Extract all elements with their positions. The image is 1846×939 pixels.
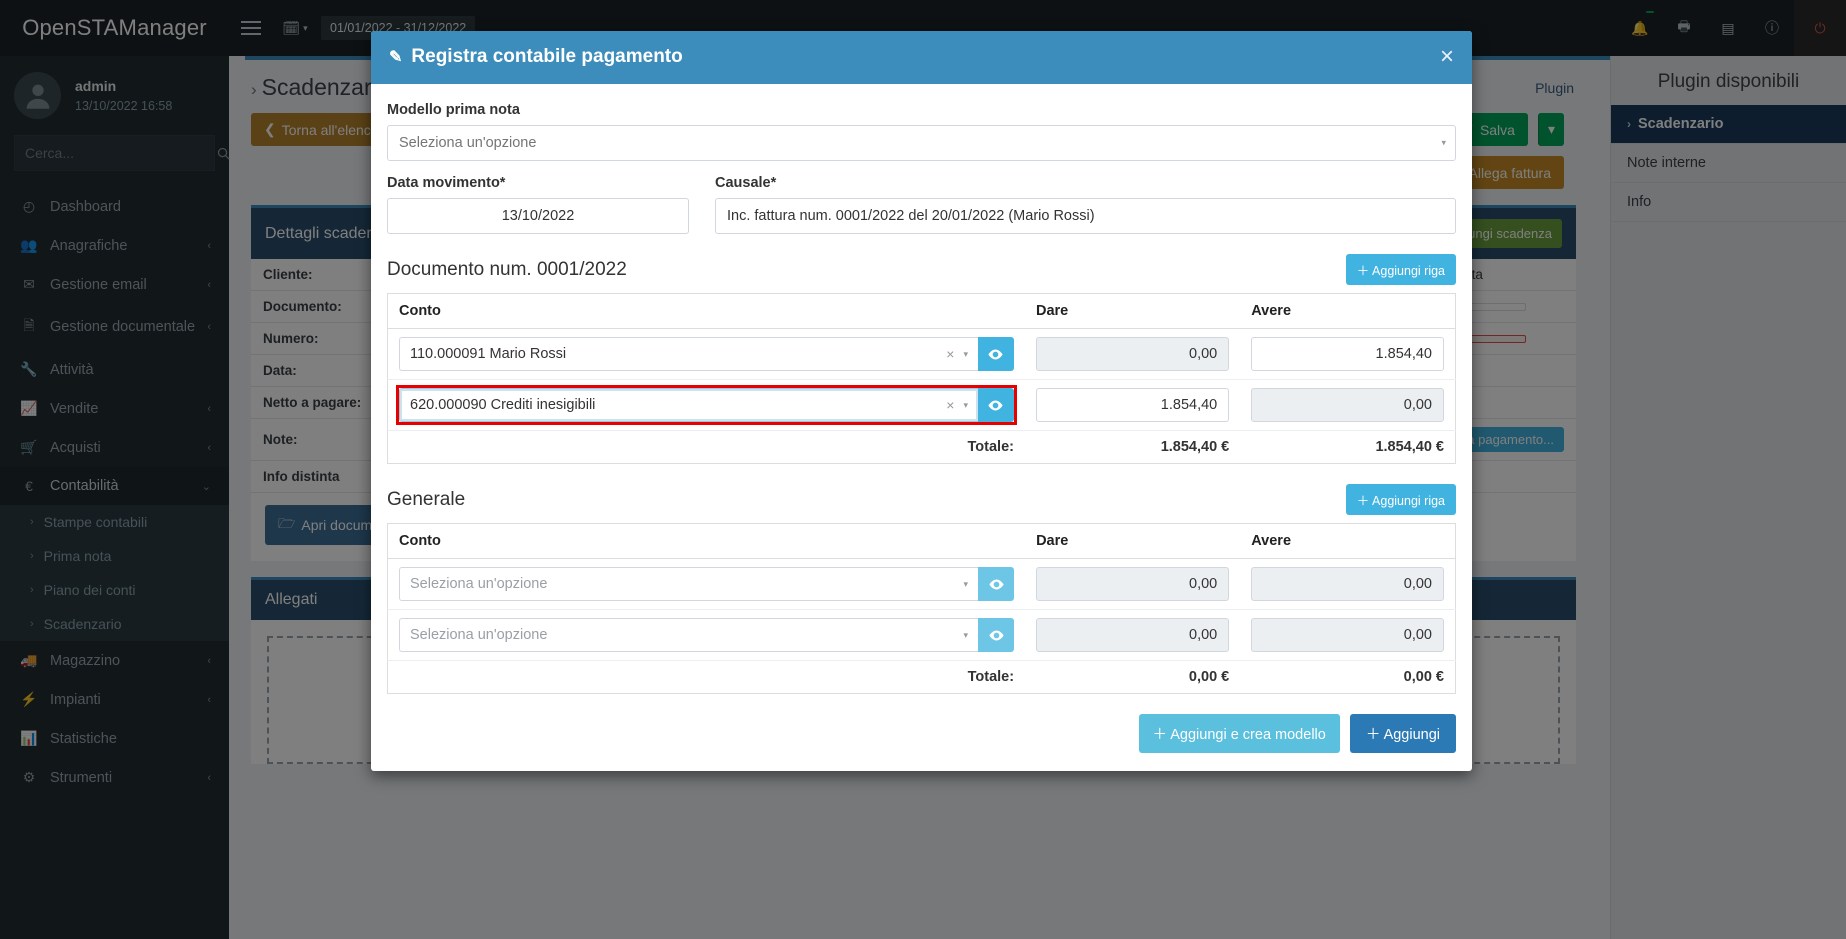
- modal-body: Modello prima nota ▾ Data movimento* Cau…: [371, 84, 1472, 700]
- avere-input-row-2[interactable]: [1251, 388, 1444, 422]
- eye-icon: [988, 579, 1004, 589]
- total-dare: 0,00 €: [1025, 660, 1241, 694]
- modal-header: ✎ Registra contabile pagamento ×: [371, 31, 1472, 84]
- registra-pagamento-modal: ✎ Registra contabile pagamento × Modello…: [371, 31, 1472, 771]
- data-movimento-label: Data movimento*: [387, 175, 506, 191]
- eye-icon: [988, 630, 1004, 640]
- data-movimento-group: Data movimento*: [387, 175, 689, 234]
- table-total-row: Totale: 0,00 € 0,00 €: [387, 660, 1456, 694]
- modello-label: Modello prima nota: [387, 102, 520, 118]
- data-movimento-input[interactable]: [387, 198, 689, 234]
- causale-input[interactable]: [715, 198, 1456, 234]
- clear-icon[interactable]: ×: [946, 397, 955, 413]
- avere-input-gen-row-2[interactable]: [1251, 618, 1444, 652]
- modal-title: ✎ Registra contabile pagamento: [389, 46, 683, 68]
- add-and-create-template-button[interactable]: ＋ Aggiungi e crea modello: [1138, 714, 1340, 753]
- table-row: Seleziona un'opzione ▾: [387, 609, 1456, 661]
- table-header-row: Conto Dare Avere: [387, 293, 1456, 329]
- close-icon[interactable]: ×: [1439, 43, 1454, 70]
- causale-label: Causale*: [715, 175, 777, 191]
- plus-icon: ＋: [1356, 264, 1373, 278]
- conto-select-row-1[interactable]: 110.000091 Mario Rossi × ▾: [399, 337, 1014, 371]
- col-conto: Conto: [387, 523, 1026, 559]
- col-conto: Conto: [387, 293, 1025, 329]
- plus-icon: ＋: [1356, 494, 1373, 508]
- modal-footer: ＋ Aggiungi e crea modello ＋ Aggiungi: [371, 700, 1472, 771]
- avere-input-gen-row-1[interactable]: [1251, 567, 1444, 601]
- modello-select[interactable]: [387, 125, 1456, 161]
- view-account-button[interactable]: [977, 337, 1014, 371]
- total-label: Totale:: [387, 660, 1026, 694]
- select-tools: ▾: [964, 579, 969, 590]
- table-generale: Conto Dare Avere Seleziona un'opzione ▾: [387, 523, 1456, 694]
- select-tools: × ▾: [946, 346, 968, 362]
- col-avere: Avere: [1240, 293, 1456, 329]
- col-avere: Avere: [1240, 523, 1456, 559]
- plus-icon: ＋: [1152, 727, 1171, 743]
- dare-input-gen-row-2[interactable]: [1036, 618, 1230, 652]
- modello-select-wrap[interactable]: ▾: [387, 125, 1456, 161]
- total-avere: 1.854,40 €: [1240, 430, 1456, 464]
- table-header-row: Conto Dare Avere: [387, 523, 1456, 559]
- chevron-down-icon[interactable]: ▾: [963, 348, 968, 359]
- select-tools: × ▾: [946, 397, 968, 413]
- eye-icon: [988, 400, 1004, 410]
- add-row-button-generale[interactable]: ＋ Aggiungi riga: [1345, 484, 1456, 515]
- table-row: Seleziona un'opzione ▾: [387, 558, 1456, 610]
- total-avere: 0,00 €: [1240, 660, 1456, 694]
- pencil-icon: ✎: [389, 49, 403, 66]
- modal-row-date-causale: Data movimento* Causale*: [387, 175, 1456, 234]
- view-account-button[interactable]: [978, 618, 1015, 652]
- causale-group: Causale*: [715, 175, 1456, 234]
- conto-select-gen-row-1[interactable]: Seleziona un'opzione ▾: [399, 567, 1015, 601]
- col-dare: Dare: [1024, 293, 1241, 329]
- view-account-button[interactable]: [978, 567, 1015, 601]
- modal-title-text: Registra contabile pagamento: [411, 46, 683, 67]
- table-row: 110.000091 Mario Rossi × ▾: [387, 328, 1456, 380]
- eye-icon: [988, 349, 1004, 359]
- section-header-documento: Documento num. 0001/2022 ＋ Aggiungi riga: [387, 254, 1456, 285]
- section-title: Documento num. 0001/2022: [387, 258, 627, 280]
- conto-select-value[interactable]: 110.000091 Mario Rossi × ▾: [399, 337, 978, 371]
- conto-select-gen-row-2[interactable]: Seleziona un'opzione ▾: [399, 618, 1015, 652]
- table-row: 620.000090 Crediti inesigibili × ▾: [387, 379, 1456, 431]
- plus-icon: ＋: [1365, 727, 1384, 743]
- total-dare: 1.854,40 €: [1024, 430, 1241, 464]
- add-row-button-documento[interactable]: ＋ Aggiungi riga: [1345, 254, 1456, 285]
- table-documento: Conto Dare Avere 110.000091 Mario Rossi …: [387, 293, 1456, 464]
- total-label: Totale:: [387, 430, 1025, 464]
- dare-input-row-2[interactable]: [1035, 388, 1230, 422]
- clear-icon[interactable]: ×: [946, 346, 955, 362]
- conto-select-value[interactable]: Seleziona un'opzione ▾: [399, 567, 979, 601]
- col-dare: Dare: [1025, 523, 1241, 559]
- chevron-down-icon[interactable]: ▾: [963, 629, 969, 640]
- section-title: Generale: [387, 488, 466, 510]
- table-total-row: Totale: 1.854,40 € 1.854,40 €: [387, 430, 1456, 464]
- dare-input-row-1[interactable]: [1035, 337, 1230, 371]
- dare-input-gen-row-1[interactable]: [1036, 567, 1230, 601]
- view-account-button[interactable]: [977, 388, 1014, 422]
- conto-select-value[interactable]: Seleziona un'opzione ▾: [399, 618, 979, 652]
- conto-select-value[interactable]: 620.000090 Crediti inesigibili × ▾: [399, 388, 978, 422]
- chevron-down-icon[interactable]: ▾: [963, 578, 969, 589]
- conto-select-row-2[interactable]: 620.000090 Crediti inesigibili × ▾: [396, 385, 1017, 425]
- section-header-generale: Generale ＋ Aggiungi riga: [387, 484, 1456, 515]
- avere-input-row-1[interactable]: [1251, 337, 1444, 371]
- select-tools: ▾: [964, 630, 969, 641]
- add-button[interactable]: ＋ Aggiungi: [1349, 714, 1456, 753]
- chevron-down-icon[interactable]: ▾: [963, 399, 968, 410]
